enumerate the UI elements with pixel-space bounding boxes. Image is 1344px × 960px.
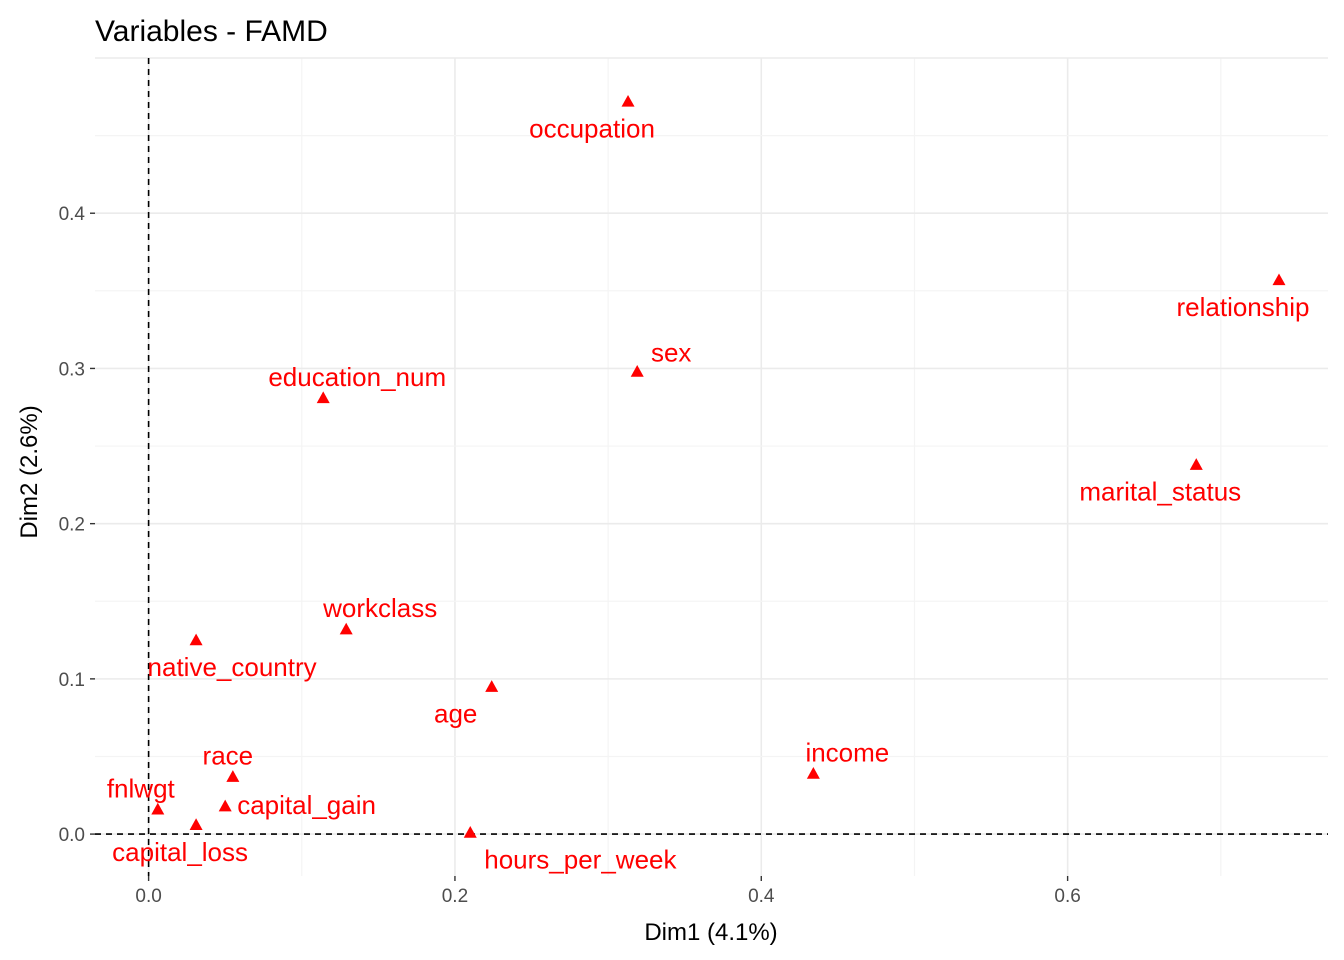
data-point-marker <box>151 802 165 815</box>
data-point-label: capital_loss <box>112 837 248 867</box>
reference-lines <box>95 58 1328 876</box>
data-point-marker <box>218 799 232 812</box>
data-point-marker <box>189 818 203 830</box>
data-point-label: hours_per_week <box>484 845 677 875</box>
x-tick-label: 0.6 <box>1054 886 1080 907</box>
y-axis-title: Dim2 (2.6%) <box>16 405 43 538</box>
y-tick-label: 0.4 <box>59 204 86 225</box>
x-tick-label: 0.2 <box>442 886 468 907</box>
data-points <box>151 94 1286 838</box>
y-tick-label: 0.0 <box>59 825 85 846</box>
data-point-label: native_country <box>148 652 317 682</box>
data-point-label: education_num <box>268 362 446 392</box>
y-tick-label: 0.1 <box>59 670 85 691</box>
y-tick-label: 0.3 <box>59 359 85 380</box>
data-point-marker <box>621 94 635 107</box>
data-point-label: marital_status <box>1079 477 1241 507</box>
data-point-marker <box>316 391 330 404</box>
data-point-marker <box>1272 273 1286 286</box>
data-point-label: occupation <box>529 113 655 143</box>
data-point-marker <box>463 826 477 838</box>
x-tick-label: 0.4 <box>748 886 775 907</box>
data-point-label: age <box>434 699 477 729</box>
data-point-marker <box>806 767 820 779</box>
data-point-label: relationship <box>1176 292 1309 322</box>
grid-lines <box>95 57 1328 876</box>
x-tick-label: 0.0 <box>135 886 161 907</box>
axis-ticks: 0.0 0.2 0.4 0.6 0.0 0.1 0.2 0.3 0.4 <box>59 204 1081 907</box>
y-tick-label: 0.2 <box>59 515 85 536</box>
data-point-label: income <box>805 738 889 768</box>
data-point-marker <box>339 622 353 635</box>
data-point-marker <box>630 365 644 377</box>
data-point-label: fnlwgt <box>107 773 176 803</box>
data-point-marker <box>485 680 499 692</box>
data-point-label: sex <box>651 338 691 368</box>
x-axis-title: Dim1 (4.1%) <box>644 919 777 946</box>
data-point-label: workclass <box>322 593 437 623</box>
data-point-marker <box>189 633 203 646</box>
data-point-marker <box>226 770 240 782</box>
point-labels: occupation relationship sex education_numma… <box>107 113 1310 874</box>
chart-title: Variables - FAMD <box>95 15 328 48</box>
data-point-label: capital_gain <box>237 790 376 820</box>
data-point-label: race <box>203 741 254 771</box>
data-point-marker <box>1189 458 1203 470</box>
